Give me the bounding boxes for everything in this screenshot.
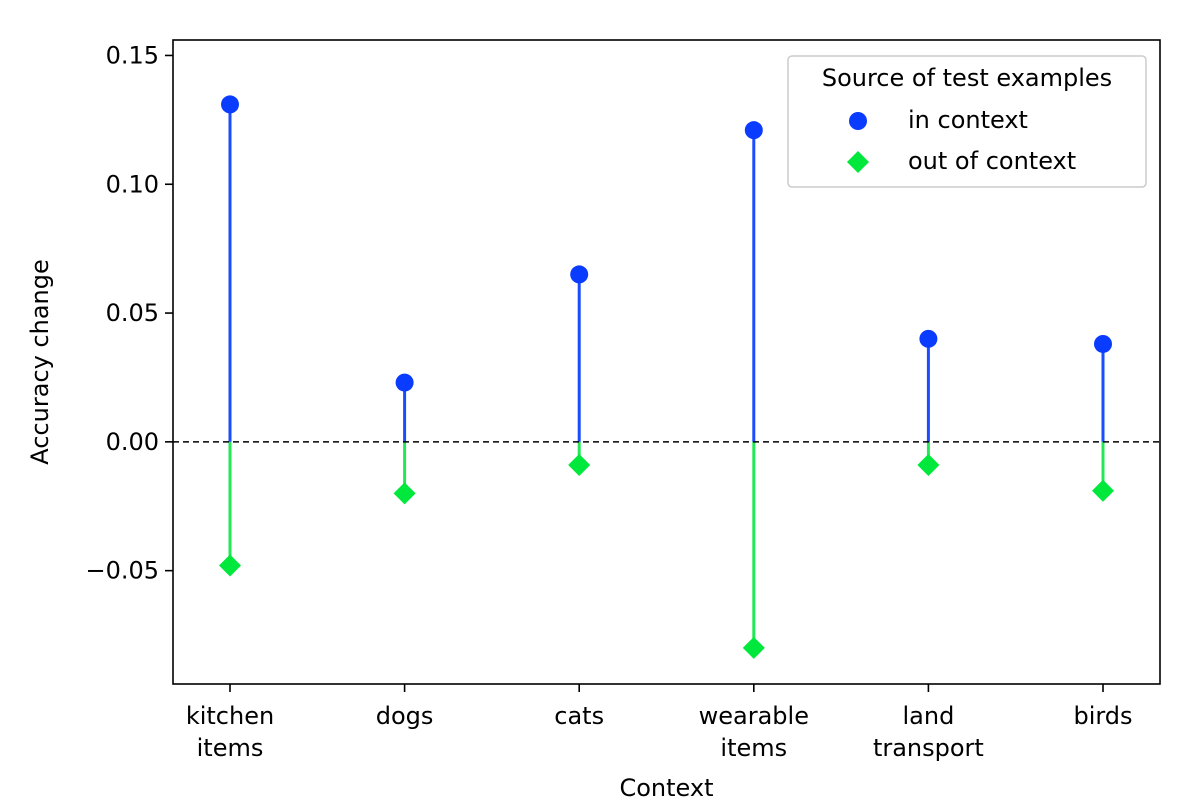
point-in-context: [744, 121, 763, 140]
y-tick-label: 0.05: [106, 299, 159, 327]
x-tick-label: wearable items: [699, 702, 809, 762]
legend-label-in-context: in context: [908, 106, 1028, 134]
stems-layer: [228, 104, 1105, 648]
point-in-context: [570, 265, 589, 284]
point-out-of-context: [568, 454, 591, 477]
x-tick-label: land transport: [873, 702, 984, 762]
y-axis: −0.05 0.00 0.05 0.10 0.15: [85, 41, 173, 585]
point-out-of-context: [1092, 479, 1114, 502]
y-tick-label: −0.05: [85, 557, 159, 585]
x-tick-label: cats: [554, 702, 604, 730]
x-tick-label: dogs: [376, 702, 434, 730]
x-tick-label: kitchen items: [186, 702, 274, 762]
x-axis-label: Context: [619, 774, 713, 800]
point-out-of-context: [219, 554, 241, 577]
legend-marker-out-of-context: [847, 151, 869, 173]
y-tick-label: 0.10: [106, 170, 159, 198]
point-in-context: [221, 95, 239, 114]
point-out-of-context: [393, 482, 416, 505]
y-axis-label: Accuracy change: [26, 259, 54, 465]
point-out-of-context: [917, 454, 940, 477]
legend-label-out-of-context: out of context: [908, 147, 1076, 175]
markers-layer: [219, 95, 1114, 659]
point-out-of-context: [742, 636, 765, 659]
x-axis: kitchen items dogs cats wearable items land tra…: [186, 684, 1133, 762]
plot-area-frame: [172, 39, 1161, 685]
y-tick-label: 0.00: [106, 428, 159, 456]
legend: Source of test examples in context out o…: [787, 55, 1147, 188]
point-in-context: [395, 373, 414, 392]
point-in-context: [1094, 334, 1112, 353]
x-tick-label: birds: [1073, 702, 1132, 730]
legend-title: Source of test examples: [822, 64, 1112, 92]
y-tick-label: 0.15: [106, 41, 159, 69]
legend-marker-in-context: [849, 112, 867, 130]
legend-box: [787, 55, 1147, 188]
point-in-context: [919, 329, 938, 348]
